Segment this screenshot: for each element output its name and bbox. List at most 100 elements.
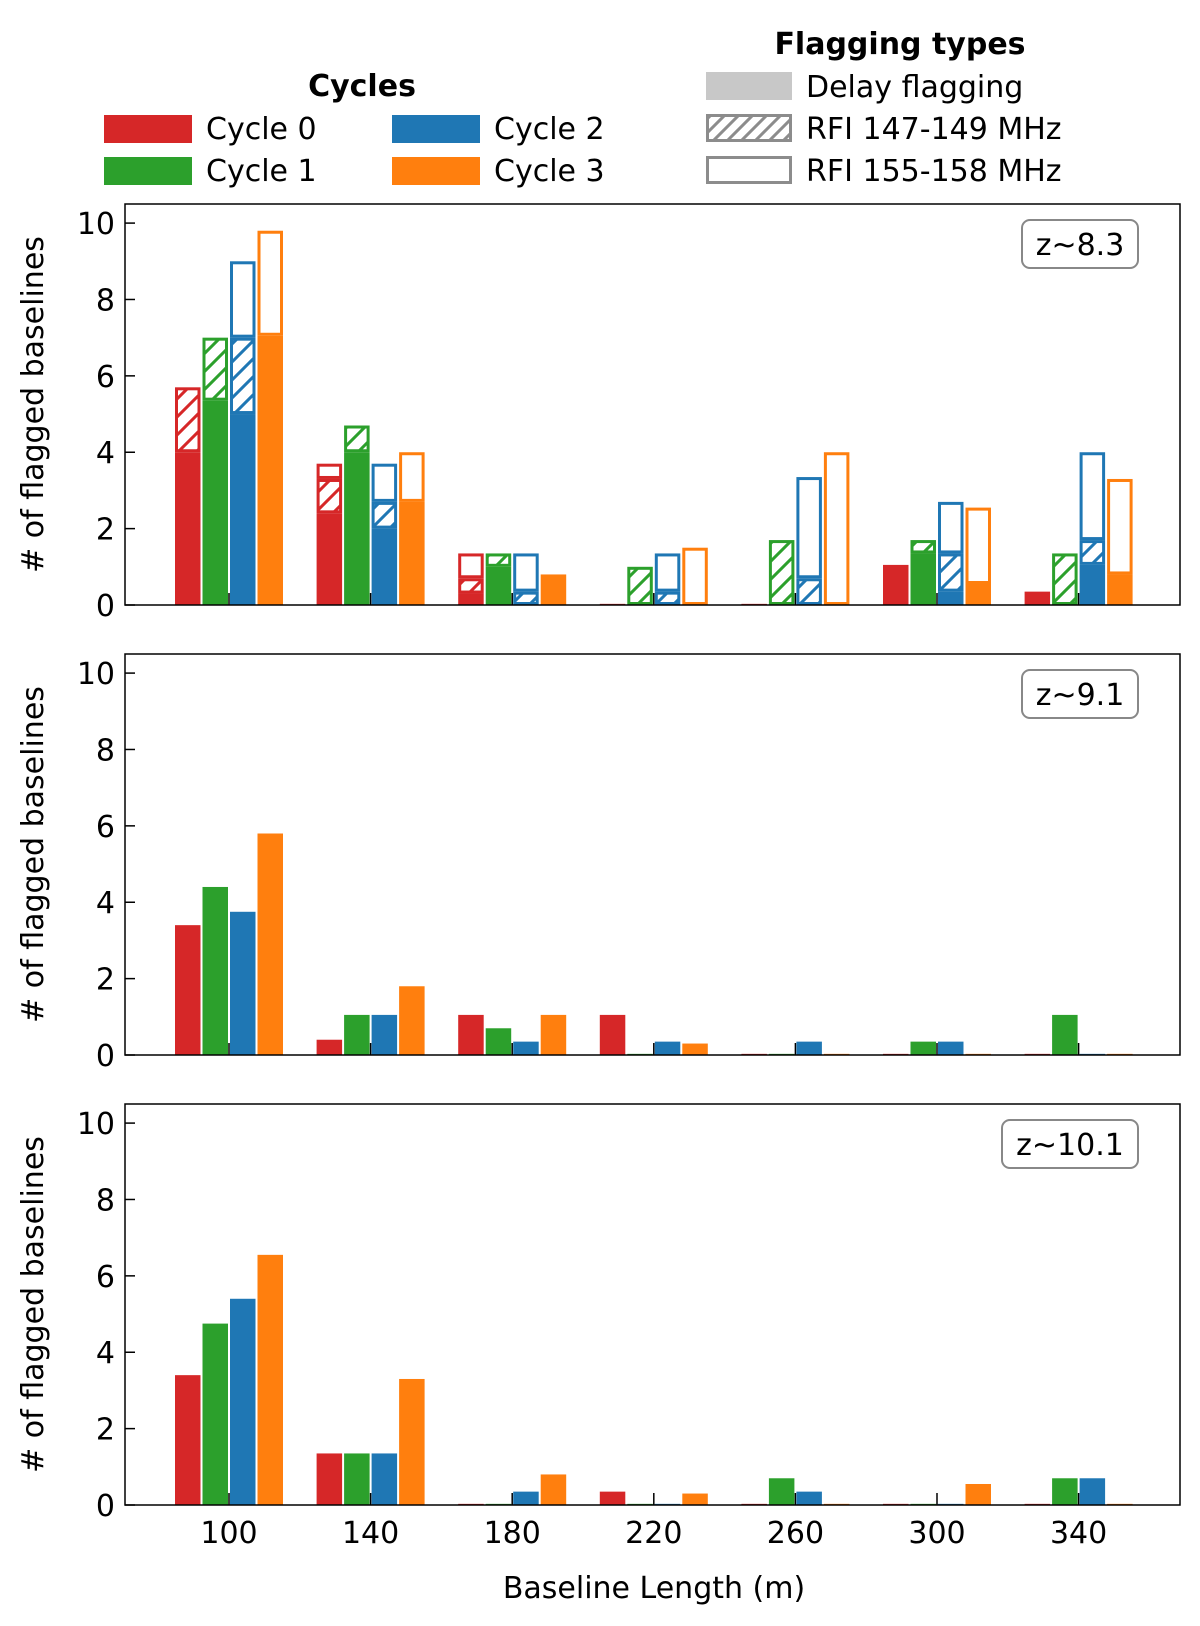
bar-delay xyxy=(540,574,567,605)
y-tick-label: 0 xyxy=(96,1489,115,1524)
bar-delay xyxy=(910,553,936,605)
bar-delay xyxy=(485,1028,512,1055)
cycle-1-swatch xyxy=(104,157,192,185)
panel-label-box xyxy=(1021,669,1139,719)
bar-rfi-155-158 xyxy=(257,230,283,336)
bar-delay xyxy=(965,1483,991,1505)
bar-rfi-147-149 xyxy=(230,337,256,415)
y-tick-label: 6 xyxy=(96,360,115,395)
bar-delay xyxy=(257,833,283,1055)
bar-delay xyxy=(371,528,398,605)
bar-delay xyxy=(316,513,343,605)
bar-delay xyxy=(1079,564,1106,605)
delay-flagging-swatch xyxy=(706,72,792,100)
x-tick-label: 220 xyxy=(625,1516,682,1551)
cycles-legend: Cycles Cycle 0 Cycle 1 Cycle 2 Cycle 3 xyxy=(104,69,605,189)
bar-delay xyxy=(540,1014,567,1055)
cycles-legend-title: Cycles xyxy=(308,69,416,104)
panel-2: 0 2 4 6 8 10 # of flagged baselines z~9.1 xyxy=(16,653,1181,1074)
x-tick-label: 140 xyxy=(342,1516,399,1551)
bar-delay xyxy=(965,583,991,605)
bar-rfi-155-158 xyxy=(1079,452,1106,541)
bar-delay xyxy=(540,1474,567,1505)
bar-rfi-155-158 xyxy=(938,501,964,554)
bar-delay xyxy=(768,1478,795,1505)
y-axis-label: # of flagged baselines xyxy=(16,686,51,1023)
bar-rfi-155-158 xyxy=(823,452,850,605)
bar-delay xyxy=(796,1041,822,1055)
bar-delay xyxy=(599,1491,626,1505)
bar-rfi-155-158 xyxy=(654,553,681,592)
bar-delay xyxy=(796,1491,822,1505)
rfi-147-149-swatch xyxy=(706,114,792,142)
bar-rfi-155-158 xyxy=(371,463,398,502)
cycle-0-legend-label: Cycle 0 xyxy=(206,112,317,147)
panel-label: z~10.1 xyxy=(1016,1128,1124,1163)
bar-delay xyxy=(344,1453,370,1505)
y-tick-label: 2 xyxy=(96,513,115,548)
cycle-0-swatch xyxy=(104,115,192,143)
cycle-1-legend-label: Cycle 1 xyxy=(206,154,317,189)
bar-delay xyxy=(513,1491,539,1505)
bar-delay xyxy=(938,1041,964,1055)
panel-1: 0 2 4 6 8 10 # of flagged baselines z~8.3 xyxy=(16,203,1181,624)
bar-rfi-147-149 xyxy=(1052,553,1078,606)
bar-delay xyxy=(654,1041,681,1055)
cycle-2-legend-label: Cycle 2 xyxy=(494,112,605,147)
x-tick-label: 180 xyxy=(484,1516,541,1551)
x-tick-label: 340 xyxy=(1050,1516,1107,1551)
y-tick-label: 0 xyxy=(96,1039,115,1074)
bar-rfi-147-149 xyxy=(1079,540,1106,565)
bar-delay xyxy=(257,1254,283,1505)
bar-rfi-155-158 xyxy=(965,507,991,584)
bar-delay xyxy=(1052,1478,1078,1505)
bar-delay xyxy=(344,1014,370,1055)
y-tick-label: 2 xyxy=(96,963,115,998)
bar-delay xyxy=(513,1041,539,1055)
x-tick-label: 260 xyxy=(767,1516,824,1551)
bar-delay xyxy=(257,335,283,605)
y-tick-label: 8 xyxy=(96,1183,115,1218)
bar-rfi-147-149 xyxy=(627,566,653,605)
bar-rfi-155-158 xyxy=(230,261,256,338)
cycle-2-swatch xyxy=(392,115,480,143)
y-tick-label: 2 xyxy=(96,1413,115,1448)
rfi-155-158-legend-label: RFI 155-158 MHz xyxy=(806,154,1062,189)
bar-rfi-147-149 xyxy=(654,591,681,606)
bar-delay xyxy=(910,1041,936,1055)
bar-delay xyxy=(458,593,484,605)
bar-rfi-155-158 xyxy=(458,553,484,579)
bar-delay xyxy=(1052,1014,1078,1055)
bar-rfi-147-149 xyxy=(938,553,964,592)
bar-delay xyxy=(485,566,512,605)
bar-delay xyxy=(938,591,964,605)
bar-delay xyxy=(175,925,201,1055)
bar-delay xyxy=(1024,591,1051,605)
y-tick-label: 4 xyxy=(96,436,115,471)
bar-rfi-147-149 xyxy=(796,578,822,605)
bar-delay xyxy=(175,1375,201,1505)
bar-delay xyxy=(682,1493,708,1505)
bar-delay xyxy=(399,1378,425,1505)
bar-rfi-155-158 xyxy=(796,477,822,579)
delay-flagging-legend-label: Delay flagging xyxy=(806,70,1023,105)
bar-rfi-147-149 xyxy=(768,540,795,605)
bar-rfi-147-149 xyxy=(316,478,343,514)
bar-delay xyxy=(371,1453,398,1505)
y-tick-label: 6 xyxy=(96,810,115,845)
y-tick-label: 0 xyxy=(96,589,115,624)
y-axis-label: # of flagged baselines xyxy=(16,1136,51,1473)
bar-delay xyxy=(682,1043,708,1055)
panels: 0 2 4 6 8 10 # of flagged baselines z~8.3 0 2 4 6 8 1… xyxy=(16,203,1181,1551)
bar-delay xyxy=(458,1014,484,1055)
panel-label: z~9.1 xyxy=(1036,678,1125,713)
y-tick-label: 8 xyxy=(96,733,115,768)
panel-label: z~8.3 xyxy=(1036,228,1125,263)
bar-rfi-147-149 xyxy=(344,425,370,453)
bar-rfi-147-149 xyxy=(910,540,936,554)
y-axis-label: # of flagged baselines xyxy=(16,236,51,573)
bar-rfi-147-149 xyxy=(513,591,539,606)
y-tick-label: 4 xyxy=(96,886,115,921)
bar-delay xyxy=(1079,1478,1106,1505)
y-tick-label: 8 xyxy=(96,283,115,318)
